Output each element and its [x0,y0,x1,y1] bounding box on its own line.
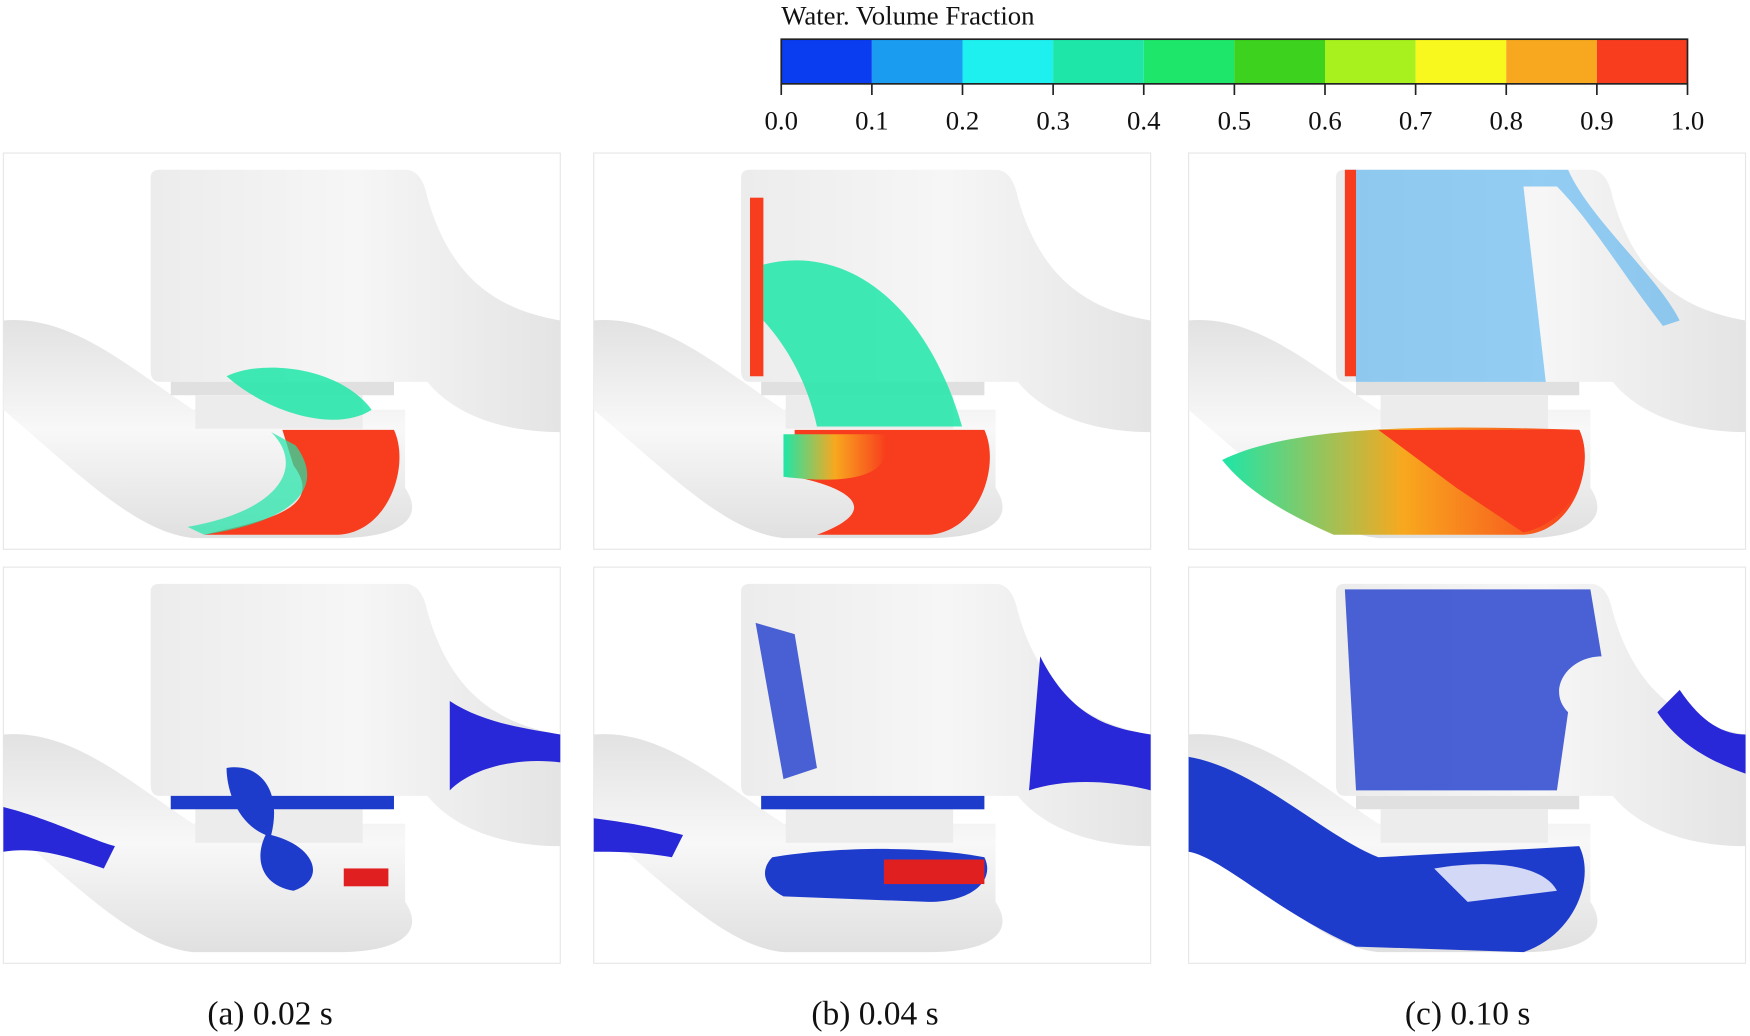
caption: (a) 0.02 s [207,996,332,1033]
colorbar-segment [781,39,872,84]
colorbar-title: Water. Volume Fraction [781,1,1034,31]
tick-label: 0.2 [946,106,979,136]
tick-label: 0.0 [765,106,798,136]
colorbar-segment [1325,39,1416,84]
panel-b-bottom [593,566,1152,964]
caption: (c) 0.10 s [1405,996,1530,1033]
colorbar-segment [1506,39,1597,84]
panel-c-top [1188,152,1747,550]
panel-a-bottom [2,566,561,964]
tick-label: 0.8 [1490,106,1523,136]
panel-b-top [593,152,1152,550]
panel-a-top [2,152,561,550]
tick-label: 0.4 [1127,106,1160,136]
colorbar: 0.0 0.1 0.2 0.3 0.4 0.5 0.6 0.7 0.8 0.9 1.0 [765,38,1704,136]
colorbar-segment [871,39,963,84]
colorbar-segment [1596,39,1688,84]
panel-c-bottom [1188,566,1747,964]
tick-label: 0.1 [855,106,888,136]
tick-label: 0.5 [1218,106,1251,136]
tick-label: 0.6 [1308,106,1341,136]
tick-label: 1.0 [1671,106,1704,136]
caption: (b) 0.04 s [811,996,938,1033]
colorbar-segment [1234,39,1325,84]
colorbar-segment [962,39,1054,84]
tick-label: 0.3 [1036,106,1069,136]
colorbar-segment [1143,39,1235,84]
tick-label: 0.9 [1580,106,1613,136]
colorbar-segment [1053,39,1144,84]
tick-label: 0.7 [1399,106,1432,136]
colorbar-segment [1415,39,1507,84]
